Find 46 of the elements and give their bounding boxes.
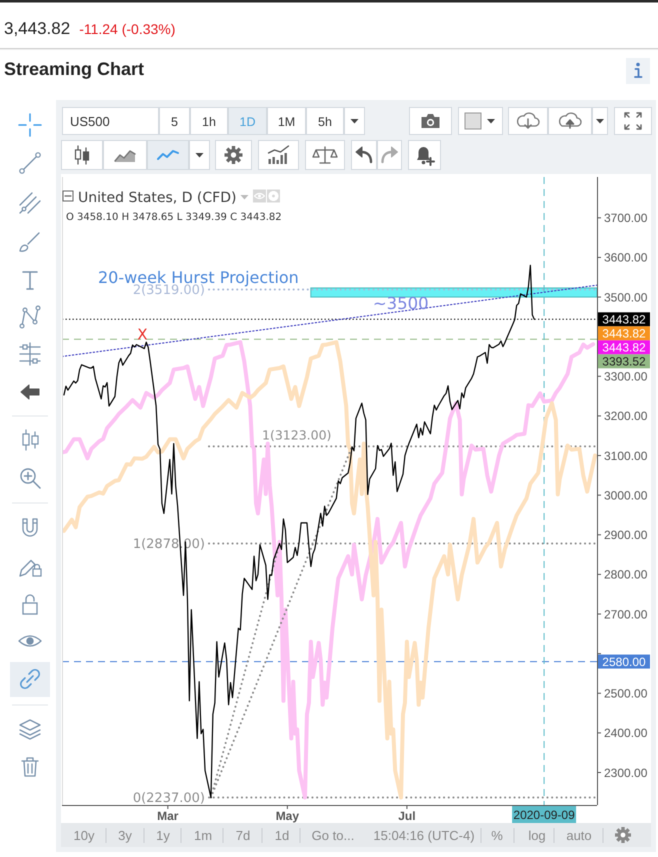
text: 3443.82 xyxy=(602,340,646,355)
ref-line-label: 3443.82 xyxy=(602,312,646,327)
text: 1D xyxy=(240,115,256,129)
ref-line-label: 3393.52 xyxy=(602,354,646,369)
y-tick-label: 2500.00 xyxy=(604,686,648,701)
text: 15:04:16 (UTC-4) xyxy=(373,828,475,843)
text: 7d xyxy=(236,828,250,843)
text: 5 xyxy=(171,115,178,129)
text: 3,443.82 xyxy=(4,19,70,38)
text: auto xyxy=(566,828,592,843)
y-tick-label: 2900.00 xyxy=(604,528,648,542)
x-tick-label: Mar xyxy=(157,809,179,823)
text: -11.24 (-0.33%) xyxy=(79,21,176,37)
y-tick-label: 3500.00 xyxy=(604,290,648,304)
text: log xyxy=(528,828,546,843)
text: 3443.82 xyxy=(602,326,646,341)
text: US500 xyxy=(70,114,110,129)
x-tick-label: Jul xyxy=(398,809,416,823)
annotation: United States, D (CFD) xyxy=(78,190,236,206)
text: 10y xyxy=(74,828,95,843)
text: 1h xyxy=(202,115,216,129)
y-tick-label: 3000.00 xyxy=(604,488,648,502)
text: 5h xyxy=(318,115,332,129)
y-tick-label: 2700.00 xyxy=(604,607,648,622)
annotation: O 3458.10 H 3478.65 L 3349.39 C 3443.82 xyxy=(66,212,282,223)
text: 1M xyxy=(278,115,296,129)
y-tick-label: 3700.00 xyxy=(604,211,648,226)
text: 3y xyxy=(118,828,132,843)
text: Go to... xyxy=(312,828,354,843)
y-tick-label: 3600.00 xyxy=(604,250,648,265)
ref-line-label: 1(3123.00) xyxy=(262,427,332,442)
text: 1y xyxy=(156,828,170,843)
y-tick-label: 2300.00 xyxy=(604,766,648,780)
annotation: X xyxy=(137,326,148,344)
y-tick-label: 3200.00 xyxy=(604,409,648,424)
text: % xyxy=(491,828,504,843)
y-tick-label: 2800.00 xyxy=(604,568,648,582)
y-tick-label: 3100.00 xyxy=(604,448,648,463)
chart-title: Streaming Chart xyxy=(4,59,144,79)
y-tick-label: 3300.00 xyxy=(604,370,648,384)
ref-line-label: 0(2237.00) xyxy=(132,790,205,806)
x-tick-label: May xyxy=(276,809,300,823)
text: 1d xyxy=(274,828,290,843)
y-tick-label: 2400.00 xyxy=(604,726,648,740)
band-label: ~3500 xyxy=(372,294,429,314)
text: 1m xyxy=(194,828,212,843)
